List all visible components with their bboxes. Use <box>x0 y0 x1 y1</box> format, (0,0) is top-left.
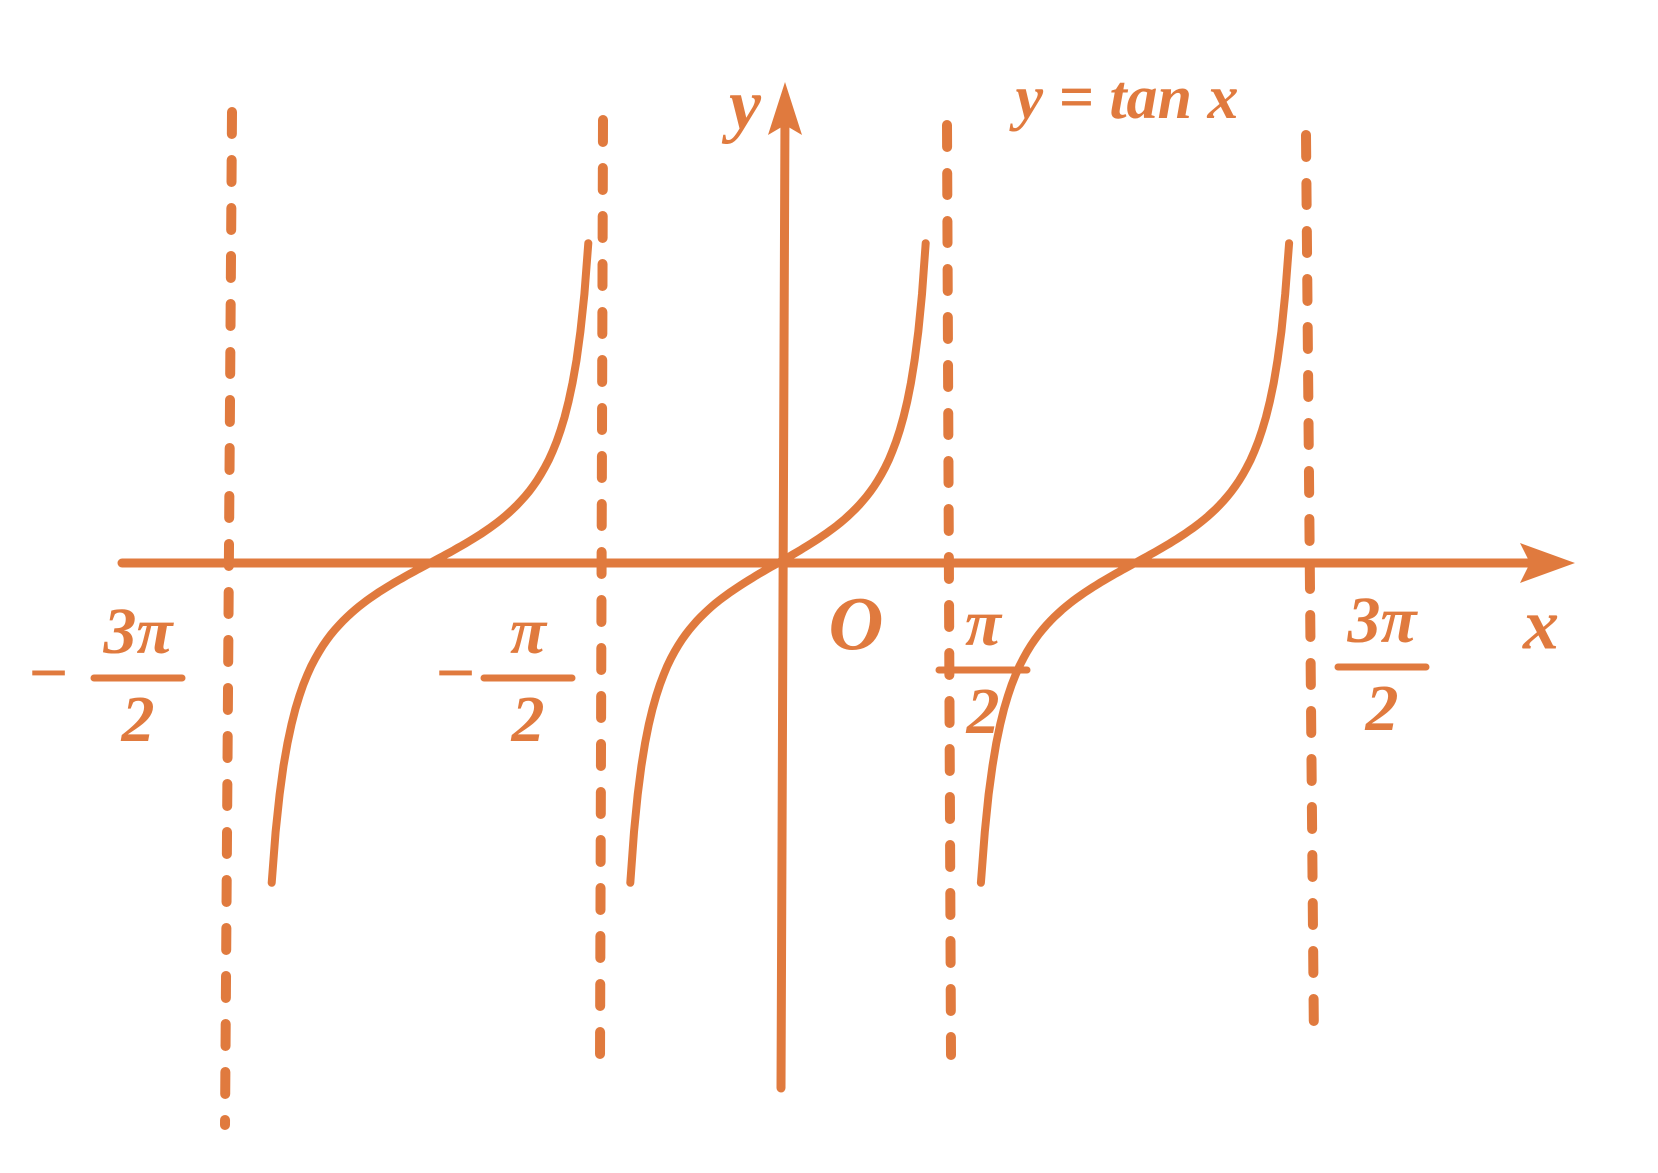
asymptote <box>220 107 237 1130</box>
tick-denominator: 2 <box>511 683 545 756</box>
tick-numerator: 3π <box>102 595 174 668</box>
curve-label: y = tan x <box>1008 64 1238 132</box>
tick-numerator: 3π <box>1346 584 1418 657</box>
y-arrow <box>768 82 802 135</box>
y-label: y <box>721 65 762 145</box>
x-arrow <box>1520 543 1575 583</box>
tick-denominator: 2 <box>1365 672 1399 745</box>
origin-label: O <box>829 582 884 666</box>
asymptote <box>1301 130 1319 1050</box>
tick-numerator: π <box>510 595 548 668</box>
asymptote <box>942 120 956 1060</box>
tick-sign: − <box>434 635 476 712</box>
tick-sign: − <box>27 635 69 712</box>
tick-numerator: π <box>965 587 1003 660</box>
tick-denominator: 2 <box>966 675 1000 748</box>
x-label: x <box>1522 585 1559 665</box>
y-axis <box>776 105 790 1093</box>
tan-branch <box>267 239 593 887</box>
tan-branch <box>976 239 1294 887</box>
tan-branch <box>626 239 930 887</box>
tick-denominator: 2 <box>121 683 155 756</box>
asymptote <box>595 115 608 1065</box>
